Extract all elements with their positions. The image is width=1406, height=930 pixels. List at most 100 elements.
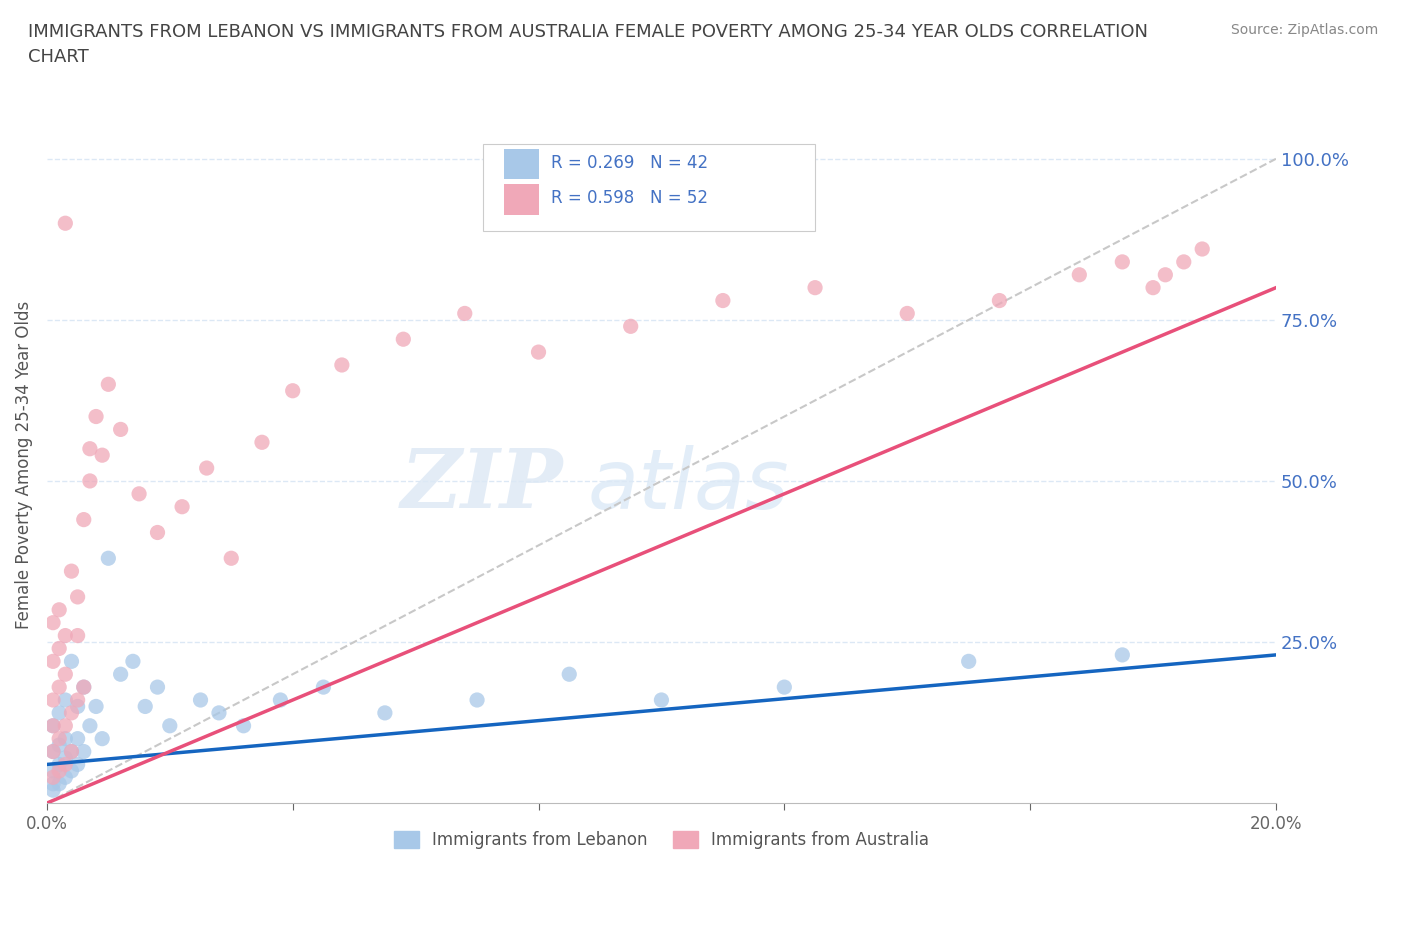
- Point: [48, 680, 70, 695]
- Point: [804, 280, 827, 295]
- Point: [60, 564, 83, 578]
- Point: [53, 216, 76, 231]
- Point: [620, 319, 643, 334]
- Point: [1111, 255, 1133, 270]
- Point: [79, 442, 101, 457]
- Point: [208, 706, 231, 721]
- Point: [42, 744, 65, 759]
- Point: [53, 693, 76, 708]
- Point: [1173, 255, 1195, 270]
- Point: [91, 731, 114, 746]
- Point: [527, 345, 550, 360]
- Point: [48, 737, 70, 752]
- Point: [1142, 280, 1164, 295]
- Point: [122, 654, 145, 669]
- Point: [42, 616, 65, 631]
- Point: [711, 293, 734, 308]
- Point: [53, 718, 76, 733]
- Point: [53, 731, 76, 746]
- Point: [60, 764, 83, 778]
- Point: [896, 306, 918, 321]
- Point: [66, 731, 89, 746]
- Point: [48, 777, 70, 791]
- Point: [97, 377, 120, 392]
- Point: [79, 718, 101, 733]
- Point: [42, 783, 65, 798]
- Point: [84, 699, 107, 714]
- Point: [773, 680, 796, 695]
- Point: [48, 764, 70, 778]
- Point: [53, 628, 76, 643]
- Point: [110, 422, 132, 437]
- Point: [159, 718, 181, 733]
- Point: [66, 693, 89, 708]
- Point: [53, 751, 76, 765]
- Text: atlas: atlas: [588, 445, 789, 525]
- Point: [42, 693, 65, 708]
- Point: [66, 590, 89, 604]
- Text: ZIP: ZIP: [401, 445, 562, 525]
- Point: [60, 654, 83, 669]
- Point: [250, 435, 273, 450]
- Point: [73, 512, 96, 527]
- Point: [42, 718, 65, 733]
- Y-axis label: Female Poverty Among 25-34 Year Olds: Female Poverty Among 25-34 Year Olds: [15, 300, 32, 629]
- Point: [146, 525, 169, 540]
- Point: [42, 718, 65, 733]
- Legend: Immigrants from Lebanon, Immigrants from Australia: Immigrants from Lebanon, Immigrants from…: [387, 824, 935, 856]
- Point: [312, 680, 335, 695]
- Point: [42, 764, 65, 778]
- Point: [48, 603, 70, 618]
- FancyBboxPatch shape: [505, 184, 538, 215]
- Point: [454, 306, 477, 321]
- Point: [465, 693, 488, 708]
- Point: [330, 357, 353, 372]
- Point: [42, 654, 65, 669]
- Point: [1154, 267, 1177, 282]
- Point: [42, 744, 65, 759]
- Point: [1069, 267, 1091, 282]
- Point: [558, 667, 581, 682]
- Point: [53, 770, 76, 785]
- Point: [60, 744, 83, 759]
- Point: [195, 460, 218, 475]
- Text: Source: ZipAtlas.com: Source: ZipAtlas.com: [1230, 23, 1378, 37]
- Point: [66, 699, 89, 714]
- Point: [650, 693, 672, 708]
- Point: [66, 757, 89, 772]
- Point: [66, 628, 89, 643]
- FancyBboxPatch shape: [505, 149, 538, 179]
- Point: [146, 680, 169, 695]
- Point: [42, 770, 65, 785]
- Point: [957, 654, 980, 669]
- Point: [172, 499, 194, 514]
- Point: [48, 757, 70, 772]
- Point: [48, 731, 70, 746]
- Text: R = 0.598   N = 52: R = 0.598 N = 52: [551, 190, 707, 207]
- Point: [110, 667, 132, 682]
- Point: [269, 693, 291, 708]
- Point: [60, 706, 83, 721]
- Point: [53, 667, 76, 682]
- Point: [232, 718, 254, 733]
- Point: [190, 693, 212, 708]
- Point: [134, 699, 156, 714]
- Point: [91, 447, 114, 462]
- Point: [53, 757, 76, 772]
- Point: [219, 551, 242, 565]
- Point: [60, 744, 83, 759]
- Point: [281, 383, 304, 398]
- Point: [374, 706, 396, 721]
- Point: [1111, 647, 1133, 662]
- Point: [392, 332, 415, 347]
- Point: [84, 409, 107, 424]
- Point: [48, 706, 70, 721]
- Point: [73, 680, 96, 695]
- Point: [73, 680, 96, 695]
- Point: [73, 744, 96, 759]
- Point: [97, 551, 120, 565]
- Text: IMMIGRANTS FROM LEBANON VS IMMIGRANTS FROM AUSTRALIA FEMALE POVERTY AMONG 25-34 : IMMIGRANTS FROM LEBANON VS IMMIGRANTS FR…: [28, 23, 1149, 66]
- Point: [128, 486, 150, 501]
- Point: [42, 777, 65, 791]
- Point: [988, 293, 1011, 308]
